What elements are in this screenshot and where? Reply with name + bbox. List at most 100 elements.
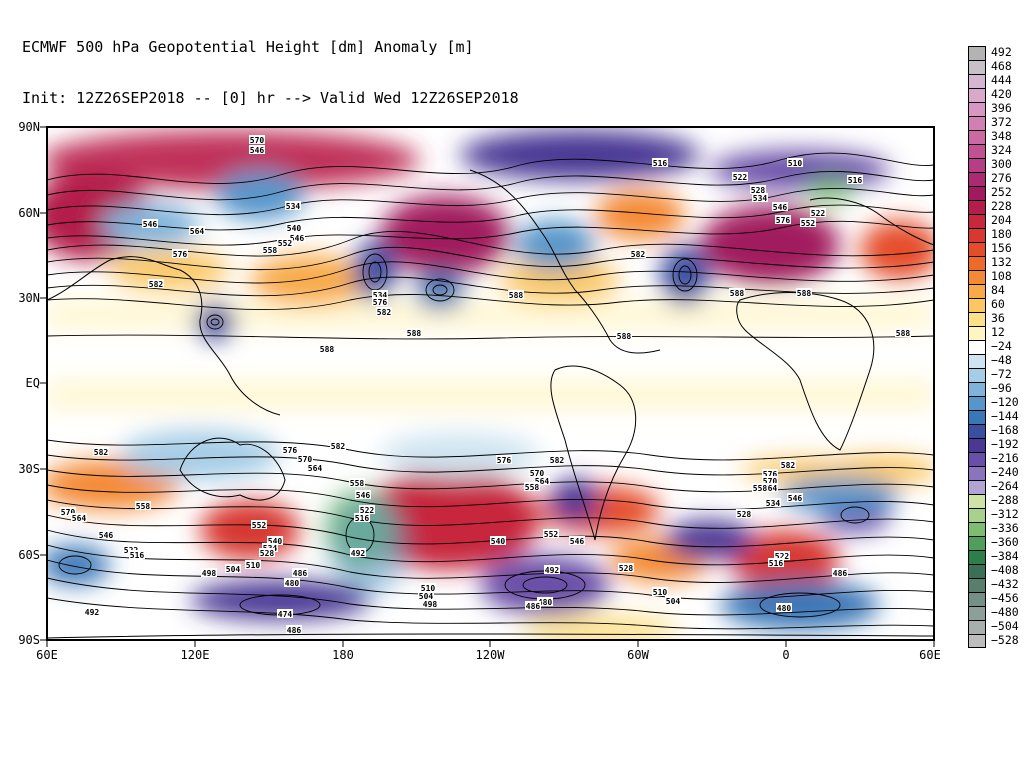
colorbar-swatch: −432	[968, 577, 1019, 592]
colorbar-swatch: −96	[968, 381, 1012, 396]
contour-label: 570	[61, 508, 76, 517]
colorbar-swatch: 156	[968, 241, 1012, 256]
contour-label-bg	[93, 447, 109, 456]
colorbar-label: −264	[991, 479, 1019, 493]
colorbar-label: 12	[991, 325, 1005, 339]
colorbar-label: −480	[991, 605, 1019, 619]
contour-label-bg	[736, 509, 752, 518]
colorbar-swatch: 492	[968, 45, 1012, 60]
contour-label-bg	[350, 548, 366, 557]
axis-ticks	[40, 126, 935, 647]
contour-label: 504	[226, 565, 241, 574]
x-label-120w: 120W	[475, 648, 505, 662]
contour-label-bg	[201, 568, 217, 577]
colorbar-swatch: 300	[968, 157, 1012, 172]
contour-label: 528	[737, 510, 752, 519]
contour-label: 564	[535, 477, 550, 486]
contour-label: 558	[263, 246, 278, 255]
contour-label-bg	[847, 175, 863, 184]
y-label-30n: 30N	[18, 291, 40, 305]
contour-label: 546	[788, 494, 803, 503]
colorbar-swatch: 444	[968, 73, 1012, 88]
contour-label: 576	[776, 216, 791, 225]
colorbar-label: −312	[991, 507, 1019, 521]
colorbar-label: 492	[991, 45, 1012, 59]
contour-label-bg	[349, 478, 365, 487]
contour-label: 510	[246, 561, 261, 570]
contour-label-bg	[775, 215, 791, 224]
colorbar-swatch: −264	[968, 479, 1019, 494]
contour-label: 522	[360, 506, 375, 515]
x-label-120e: 120E	[180, 648, 210, 662]
contour-label-bg	[129, 550, 145, 559]
colorbar-label: 180	[991, 227, 1012, 241]
contour-label: 546	[99, 531, 114, 540]
contour-label-bg	[787, 158, 803, 167]
contour-label: 540	[268, 537, 283, 546]
colorbar-label: 132	[991, 255, 1012, 269]
colorbar-swatch: −24	[968, 339, 1012, 354]
contour-label: 516	[355, 514, 370, 523]
contour-label: 582	[377, 308, 392, 317]
contour-label-bg	[330, 441, 346, 450]
contour-label-bg	[652, 158, 668, 167]
colorbar-swatch: 252	[968, 185, 1012, 200]
contour-label: 552	[278, 239, 293, 248]
colorbar-swatch: 204	[968, 213, 1012, 228]
contour-label: 516	[848, 176, 863, 185]
colorbar-swatch: 84	[968, 283, 1005, 298]
contour-label: 558	[525, 483, 540, 492]
contour-label-bg	[249, 135, 265, 144]
contour-label-bg	[406, 328, 422, 337]
colorbar-swatch: −120	[968, 395, 1019, 410]
contour-label: 510	[653, 588, 668, 597]
contour-label-bg	[262, 543, 278, 552]
contour-label-bg	[307, 463, 323, 472]
colorbar-swatch: −168	[968, 423, 1019, 438]
colorbar-swatch: 108	[968, 269, 1012, 284]
contour-label-bg	[60, 507, 76, 516]
contour-label: 588	[320, 345, 335, 354]
contour-label: 486	[287, 626, 302, 635]
contour-label: 498	[423, 600, 438, 609]
contour-label: 528	[619, 564, 634, 573]
contour-label-bg	[98, 530, 114, 539]
colorbar-swatch: 276	[968, 171, 1012, 186]
x-label-180: 180	[332, 648, 354, 662]
colorbar-label: 36	[991, 311, 1005, 325]
contour-label-bg	[765, 498, 781, 507]
contour-label-bg	[616, 331, 632, 340]
contour-label: 546	[356, 491, 371, 500]
coastlines	[47, 169, 934, 639]
contour-label: 546	[143, 220, 158, 229]
contour-label-bg	[376, 307, 392, 316]
colorbar-label: −144	[991, 409, 1019, 423]
colorbar-label: −216	[991, 451, 1019, 465]
colorbar-swatch: −48	[968, 353, 1012, 368]
contour-label: 576	[497, 456, 512, 465]
colorbar-swatch: −240	[968, 465, 1019, 480]
colorbar-label: −384	[991, 549, 1019, 563]
colorbar-swatch: −336	[968, 521, 1019, 536]
contour-label-bg	[652, 587, 668, 596]
colorbar-swatch: 12	[968, 325, 1005, 340]
contour-label-bg	[732, 172, 748, 181]
contour-label: 546	[250, 146, 265, 155]
contour-label-bg	[189, 226, 205, 235]
contour-label: 570	[763, 477, 778, 486]
contour-label-bg	[762, 469, 778, 478]
contour-label-bg	[225, 564, 241, 573]
colorbar-swatch: −456	[968, 591, 1019, 606]
contour-label: 498	[202, 569, 217, 578]
colorbar-label: −408	[991, 563, 1019, 577]
contour-label: 576	[373, 298, 388, 307]
contour-label-bg	[148, 279, 164, 288]
colorbar-label: −432	[991, 577, 1019, 591]
contour-label: 474	[278, 610, 293, 619]
colorbar-label: 372	[991, 115, 1012, 129]
contour-label: 546	[290, 234, 305, 243]
contour-label: 492	[85, 608, 100, 617]
contour-label: 588	[797, 289, 812, 298]
contour-label-bg	[142, 219, 158, 228]
